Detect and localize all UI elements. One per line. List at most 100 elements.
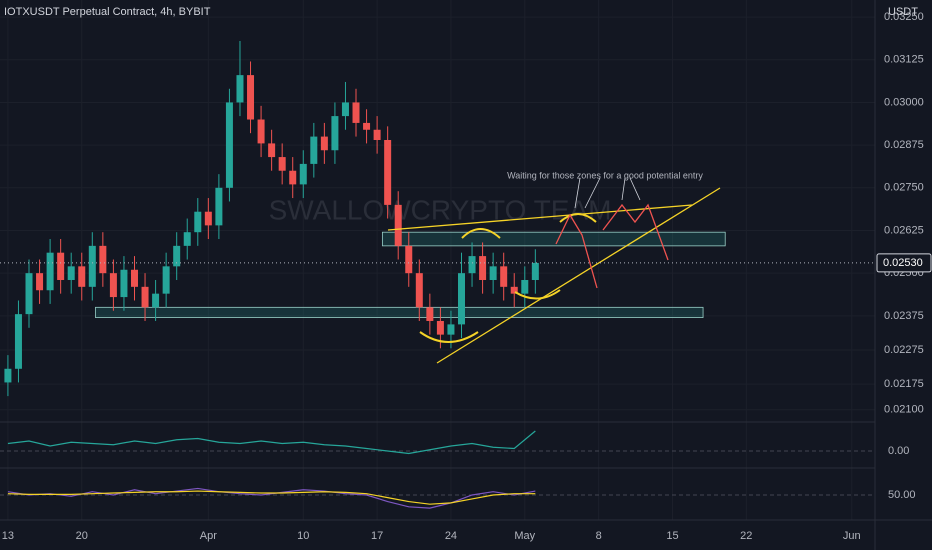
candle-body: [247, 75, 255, 120]
x-tick-label: May: [514, 530, 535, 542]
arc: [514, 289, 561, 300]
candle-body: [57, 252, 65, 280]
candle-body: [14, 314, 22, 369]
candle-body: [141, 286, 149, 308]
last-price-label: 0.02530: [883, 257, 923, 269]
annotation: Waiting for those zones for a good poten…: [507, 170, 703, 180]
x-tick-label: 8: [596, 530, 602, 542]
y-tick-label: 0.02875: [884, 139, 924, 151]
y-tick-label: 0.02750: [884, 182, 924, 194]
projection: [555, 203, 669, 289]
candle-body: [268, 143, 276, 158]
candle-body: [457, 273, 465, 325]
candle-body: [394, 204, 402, 246]
candle-body: [310, 136, 318, 164]
currency: USDT: [888, 6, 918, 18]
indicators: 0.00 50.00: [0, 430, 916, 509]
candle-body: [67, 266, 75, 280]
zone: [95, 306, 704, 318]
candle-body: [331, 116, 339, 151]
resistance-line: [387, 204, 693, 231]
candle-body: [426, 307, 434, 321]
x-tick-label: 20: [76, 530, 88, 542]
x-tick-label: 22: [740, 530, 752, 542]
candle-body: [225, 102, 233, 188]
candle-body: [194, 211, 202, 233]
trend-line: [436, 187, 721, 364]
candle-body: [531, 262, 539, 280]
candle-body: [500, 266, 508, 287]
candle-body: [436, 320, 444, 335]
arc: [419, 331, 479, 343]
indicator-line: [7, 490, 536, 505]
y-tick-label: 0.03250: [884, 11, 924, 23]
candle-body: [299, 163, 307, 185]
candle-body: [510, 286, 518, 294]
candles: [4, 40, 539, 397]
indicator-line: [7, 430, 536, 455]
x-tick-label: 17: [371, 530, 383, 542]
y-tick-label: 0.02625: [884, 224, 924, 236]
y-tick-label: 0.03125: [884, 54, 924, 66]
candle-body: [25, 273, 33, 315]
candle-body: [109, 273, 117, 298]
candle-body: [479, 256, 487, 280]
y-tick-label: 0.02100: [884, 404, 924, 416]
x-tick-label: 15: [666, 530, 678, 542]
arc: [559, 213, 597, 223]
candle-body: [447, 324, 455, 335]
candle-body: [363, 122, 371, 130]
x-tick-label: 10: [297, 530, 309, 542]
candle-body: [278, 157, 286, 171]
watermark: SWALLOWCRYPTO TEAM: [269, 194, 612, 225]
candle-body: [204, 211, 212, 226]
y-tick-label: 0.02275: [884, 344, 924, 356]
x-tick-label: 24: [445, 530, 457, 542]
candle-body: [352, 102, 360, 123]
y-tick-label: 0.03000: [884, 96, 924, 108]
y-tick-label: 0.02375: [884, 310, 924, 322]
candle-body: [162, 266, 170, 294]
x-tick-label: 13: [2, 530, 14, 542]
zone: [381, 231, 726, 247]
last-price-box: [876, 253, 932, 273]
drawings: [387, 177, 721, 364]
candle-body: [289, 170, 297, 185]
candle-body: [405, 245, 413, 274]
candle-body: [257, 119, 265, 144]
candle-body: [341, 102, 349, 117]
candle-body: [521, 280, 529, 294]
candle-body: [46, 252, 54, 291]
x-tick-label: Jun: [843, 530, 861, 542]
arrows: [574, 177, 641, 209]
candle-body: [373, 129, 381, 140]
candle-body: [99, 245, 107, 274]
candle-body: [36, 273, 44, 291]
chart-title: IOTXUSDT Perpetual Contract, 4h, BYBIT: [4, 6, 211, 18]
candle-body: [78, 266, 86, 287]
candle-body: [468, 256, 476, 274]
candle-body: [152, 293, 160, 308]
candle-body: [130, 269, 138, 287]
candle-body: [173, 245, 181, 267]
grid: [0, 0, 875, 520]
indicator-line: [7, 487, 536, 509]
candle-body: [4, 368, 12, 383]
indicator-tick-label: 0.00: [888, 445, 909, 457]
candle-body: [88, 245, 96, 287]
candle-body: [415, 273, 423, 308]
candle-body: [120, 269, 128, 298]
candle-body: [384, 140, 392, 205]
x-tick-label: Apr: [200, 530, 217, 542]
y-tick-label: 0.02175: [884, 378, 924, 390]
candle-body: [236, 75, 244, 103]
axes: 0.03250 0.03125 0.03000 0.02875 0.02750 0.026…: [0, 11, 932, 542]
candle-body: [489, 266, 497, 280]
candle-body: [183, 232, 191, 246]
candle-body: [215, 187, 223, 226]
arc: [461, 228, 501, 239]
candle-body: [320, 136, 328, 151]
zones: [95, 231, 726, 318]
